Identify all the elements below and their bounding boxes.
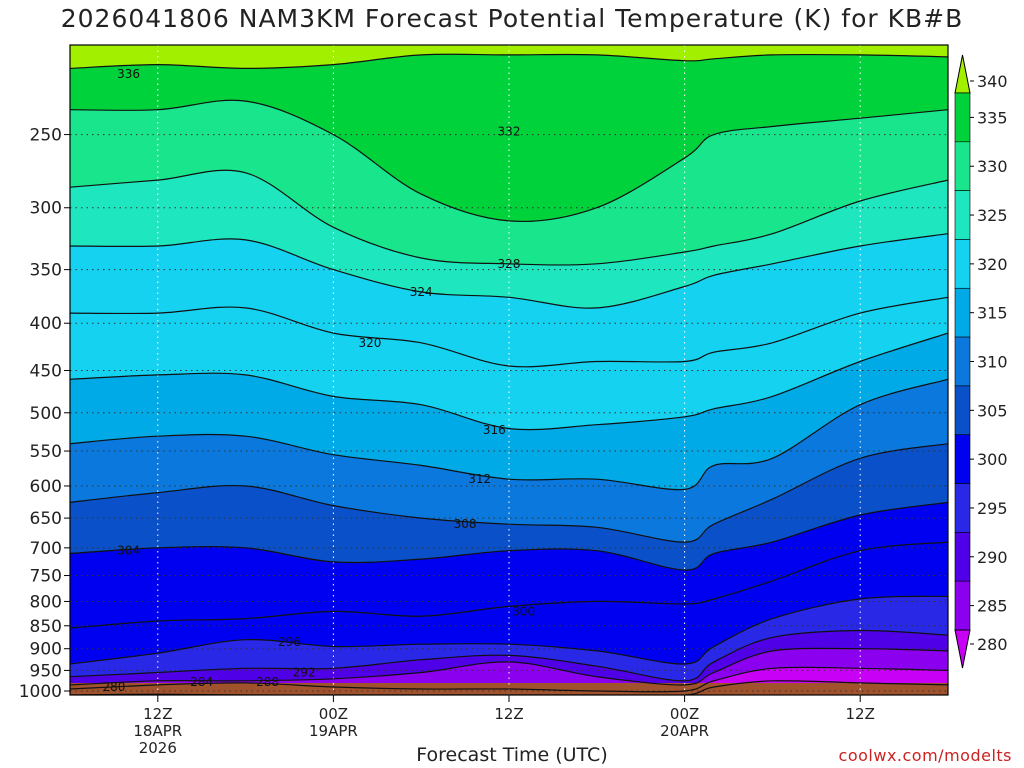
x-tick-label-54: 12Z	[846, 705, 875, 723]
contour-label-320: 320	[359, 336, 382, 350]
y-tick-label-500: 500	[30, 404, 62, 424]
colorbar-label-315: 315	[977, 304, 1008, 323]
y-axis: 250 300 350 400 450 500 550 600 650 700 750 800 850 9…	[19, 126, 70, 702]
contour-324	[70, 233, 948, 309]
contour-label-292: 292	[293, 666, 316, 680]
y-tick-label-950: 950	[30, 661, 62, 681]
contour-336	[70, 53, 948, 70]
colorbar-label-330: 330	[977, 157, 1008, 176]
contour-312	[70, 378, 948, 491]
colorbar-label-280: 280	[977, 635, 1008, 654]
y-tick-label-600: 600	[30, 477, 62, 497]
contour-lines	[70, 53, 948, 695]
colorbar-swatch-335	[954, 92, 971, 143]
contour-328	[70, 169, 948, 266]
contour-296	[70, 595, 948, 665]
colorbar-swatch-305	[954, 385, 971, 436]
contour-284	[70, 666, 948, 693]
y-tick-label-350: 350	[30, 261, 62, 281]
colorbar-swatch-330	[954, 141, 971, 191]
contour-316	[70, 332, 948, 431]
x-tick-label-30: 12Z	[494, 705, 523, 723]
grid-lines	[70, 45, 948, 695]
contour-320	[70, 296, 948, 368]
y-tick-label-450: 450	[30, 361, 62, 381]
colorbar-label-320: 320	[977, 255, 1008, 274]
x-tick-label-42: 00Z 20APR	[660, 705, 709, 740]
colorbar-label-310: 310	[977, 353, 1008, 372]
chart-title: 2026041806 NAM3KM Forecast Potential Tem…	[60, 4, 964, 33]
colorbar-swatch-300	[954, 434, 971, 484]
x-tick-label-18: 00Z 19APR	[309, 705, 358, 740]
colorbar-label-290: 290	[977, 548, 1008, 567]
x-axis-label: Forecast Time (UTC)	[416, 744, 608, 766]
colorbar-bottom-arrow	[954, 629, 971, 669]
colorbar-label-335: 335	[977, 108, 1008, 127]
contour-label-332: 332	[498, 124, 521, 138]
colorbar-label-285: 285	[977, 597, 1008, 616]
colorbar-label-295: 295	[977, 499, 1008, 518]
contour-label-300: 300	[512, 604, 535, 618]
contour-label-284: 284	[190, 675, 213, 689]
y-tick-label-300: 300	[30, 199, 62, 219]
x-axis: 12Z 18APR 2026 00Z 19APR 12Z 00Z 20APR 12Z	[133, 695, 875, 757]
contour-label-308: 308	[454, 517, 477, 531]
plot-area: 280 284 288 292 296 300 304 308 312 316 320 324 328 3…	[69, 44, 949, 696]
contour-label-324: 324	[410, 285, 433, 299]
colorbar-swatch-315	[954, 287, 971, 338]
contour-label-316: 316	[483, 423, 506, 437]
colorbar-swatch-285	[954, 580, 971, 631]
colorbar-swatch-320	[954, 239, 971, 289]
contour-label-280: 280	[102, 680, 125, 694]
y-tick-label-1000: 1000	[19, 682, 62, 702]
y-tick-label-400: 400	[30, 314, 62, 334]
y-tick-label-850: 850	[30, 617, 62, 637]
colorbar-swatch-325	[954, 190, 971, 240]
colorbar-label-300: 300	[977, 450, 1008, 469]
contour-label-328: 328	[498, 257, 521, 271]
contour-288	[70, 647, 948, 686]
contour-label-296: 296	[278, 635, 301, 649]
colorbar-top-arrow	[954, 54, 971, 94]
contour-label-312: 312	[468, 472, 491, 486]
x-tick-label-6: 12Z 18APR 2026	[133, 705, 182, 757]
colorbar-swatch-295	[954, 483, 971, 533]
contour-label-336: 336	[117, 67, 140, 81]
y-tick-label-650: 650	[30, 509, 62, 529]
credit-link[interactable]: coolwx.com/modelts	[838, 746, 1012, 765]
colorbar: 340 335 330 325 320 315 310 305 300 295 290 285 280	[954, 54, 1008, 669]
contour-label-304: 304	[117, 544, 140, 558]
colorbar-swatch-310	[954, 336, 971, 387]
contour-308	[70, 443, 948, 543]
y-tick-label-800: 800	[30, 592, 62, 612]
y-tick-label-700: 700	[30, 539, 62, 559]
contour-label-288: 288	[256, 675, 279, 689]
colorbar-label-340: 340	[977, 72, 1008, 91]
colorbar-label-325: 325	[977, 206, 1008, 225]
colorbar-label-305: 305	[977, 401, 1008, 420]
contour-300	[70, 541, 948, 629]
y-tick-label-900: 900	[30, 640, 62, 660]
contour-labels: 280 284 288 292 296 300 304 308 312 316 320 324 328 3…	[102, 67, 535, 694]
colorbar-swatch-290	[954, 532, 971, 582]
y-tick-label-750: 750	[30, 567, 62, 587]
y-tick-label-550: 550	[30, 442, 62, 462]
contour-292	[70, 629, 948, 682]
y-tick-label-250: 250	[30, 126, 62, 146]
contour-332	[70, 99, 948, 223]
contour-304	[70, 501, 948, 571]
